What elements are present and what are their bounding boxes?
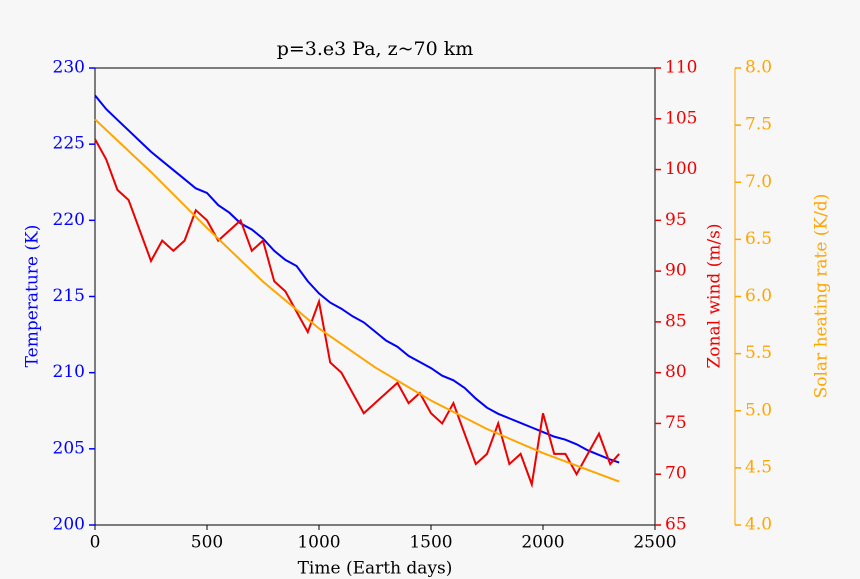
x-tick-label: 2000 xyxy=(521,533,564,553)
y2-tick-label: 105 xyxy=(665,108,697,128)
x-tick-label: 1000 xyxy=(297,533,340,553)
y2-tick-label: 85 xyxy=(665,311,687,331)
x-axis-label: Time (Earth days) xyxy=(298,559,453,579)
chart-title: p=3.e3 Pa, z~70 km xyxy=(277,38,474,60)
y-tick-label: 205 xyxy=(53,438,85,458)
y3-tick-label: 7.5 xyxy=(745,115,772,135)
y-tick-label: 220 xyxy=(53,210,85,230)
x-tick-label: 1500 xyxy=(409,533,452,553)
y3-tick-label: 6.5 xyxy=(745,229,772,249)
y2-tick-label: 95 xyxy=(665,210,687,230)
series-line xyxy=(94,138,620,489)
x-tick-label: 0 xyxy=(90,533,101,553)
series-line xyxy=(94,118,620,483)
y2-axis-label: Zonal wind (m/s) xyxy=(705,223,725,368)
y2-tick-label: 90 xyxy=(665,261,687,281)
y-tick-label: 210 xyxy=(53,362,85,382)
y-tick-label: 215 xyxy=(53,286,85,306)
y3-tick-label: 7.0 xyxy=(745,172,772,192)
y2-tick-label: 100 xyxy=(665,159,697,179)
y3-tick-label: 5.0 xyxy=(745,400,772,420)
y2-tick-label: 80 xyxy=(665,362,687,382)
y-tick-label: 200 xyxy=(53,515,85,535)
y3-tick-label: 8.0 xyxy=(745,58,772,78)
y2-tick-label: 70 xyxy=(665,464,687,484)
y3-tick-label: 4.0 xyxy=(745,515,772,535)
y-axis-label: Temperature (K) xyxy=(23,225,43,368)
y-tick-label: 225 xyxy=(53,134,85,154)
y2-tick-label: 75 xyxy=(665,413,687,433)
y2-tick-label: 110 xyxy=(665,58,697,78)
x-tick-label: 2500 xyxy=(633,533,676,553)
series-line xyxy=(94,94,620,464)
x-tick-label: 500 xyxy=(191,533,223,553)
y3-tick-label: 4.5 xyxy=(745,457,772,477)
plot-frame xyxy=(94,67,656,526)
y2-tick-label: 65 xyxy=(665,515,687,535)
y3-tick-label: 6.0 xyxy=(745,286,772,306)
y3-axis-label: Solar heating rate (K/d) xyxy=(812,194,832,399)
y-tick-label: 230 xyxy=(53,58,85,78)
y3-tick-label: 5.5 xyxy=(745,343,772,363)
